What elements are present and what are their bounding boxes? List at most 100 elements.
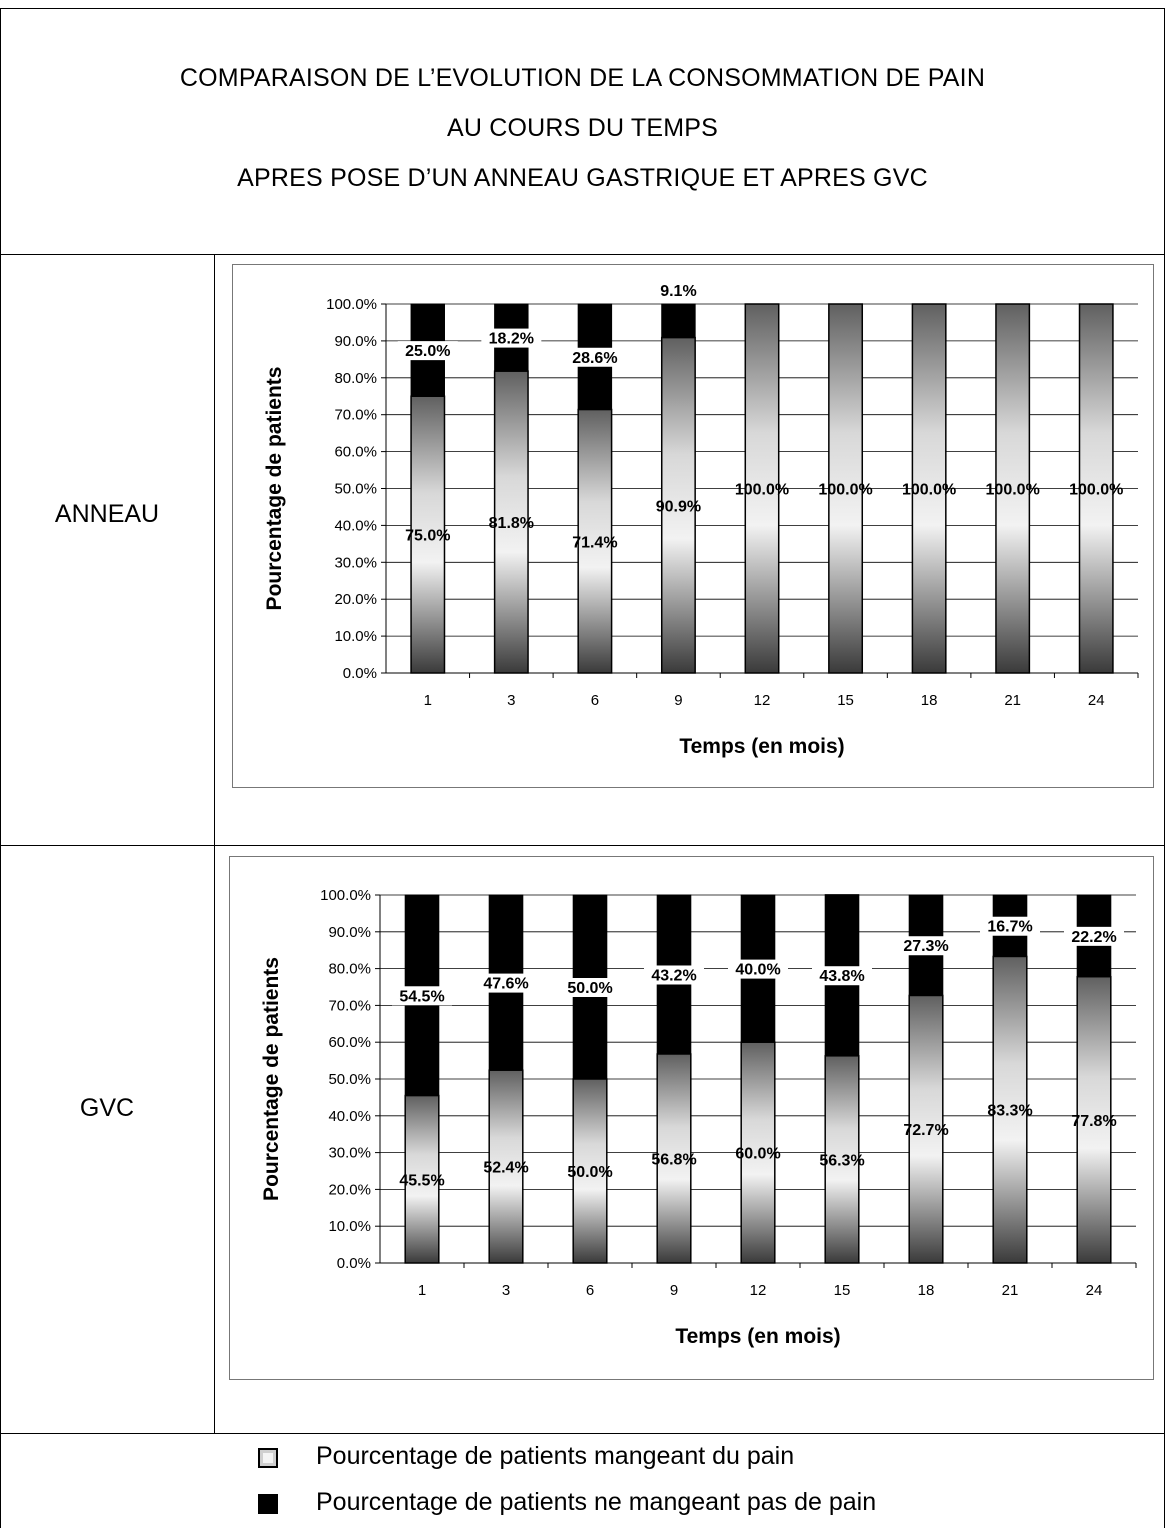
title-line-2: AU COURS DU TEMPS xyxy=(446,114,719,142)
data-label-not-eating: 22.2% xyxy=(1071,929,1116,946)
bar-eating xyxy=(824,1055,860,1264)
data-label-eating: 72.7% xyxy=(903,1122,948,1139)
data-label-eating: 75.0% xyxy=(405,528,450,545)
y-tick-label: 0.0% xyxy=(343,665,377,682)
chart-gvc-frame: 0.0% 10.0% 20.0% 30.0% 40.0% 50.0% 60.0% 70.0% 8… xyxy=(229,856,1154,1380)
data-label-not-eating: 9.1% xyxy=(660,283,696,300)
bar-eating xyxy=(404,1094,440,1264)
data-label-bg xyxy=(564,347,625,367)
data-label-eating: 100.0% xyxy=(1069,482,1123,499)
data-label-bg xyxy=(728,959,788,979)
x-tick-label: 15 xyxy=(837,692,854,709)
bar-eating xyxy=(493,370,529,674)
x-tick-label: 1 xyxy=(424,692,432,709)
data-label-eating: 81.8% xyxy=(489,515,534,532)
data-label-eating: 45.5% xyxy=(399,1172,444,1189)
y-tick-label: 10.0% xyxy=(328,1218,371,1235)
y-tick-label: 10.0% xyxy=(334,628,377,645)
x-tick-label: 18 xyxy=(918,1282,935,1299)
data-label-eating: 100.0% xyxy=(986,482,1040,499)
data-label-eating: 77.8% xyxy=(1071,1113,1116,1130)
y-tick-label: 40.0% xyxy=(328,1108,371,1125)
table-divider xyxy=(0,845,1165,846)
data-label-not-eating: 16.7% xyxy=(987,919,1032,936)
data-label-bg xyxy=(560,978,620,997)
y-tick-label: 30.0% xyxy=(334,554,377,571)
data-label-not-eating: 54.5% xyxy=(399,988,444,1005)
data-label-bg xyxy=(812,966,872,986)
data-label-bg xyxy=(397,341,458,361)
y-tick-label: 30.0% xyxy=(328,1145,371,1162)
x-tick-label: 1 xyxy=(418,1282,426,1299)
chart-gvc: 0.0% 10.0% 20.0% 30.0% 40.0% 50.0% 60.0% 70.0% 8… xyxy=(260,887,1137,1348)
x-tick-label: 24 xyxy=(1088,692,1105,709)
data-label-eating: 90.9% xyxy=(656,498,701,515)
bar-eating xyxy=(1076,975,1112,1264)
data-label-not-eating: 18.2% xyxy=(489,331,534,348)
y-tick-label: 0.0% xyxy=(337,1255,371,1272)
row-label-anneau: ANNEAU xyxy=(54,500,160,528)
table-divider xyxy=(0,254,1,1528)
x-tick-label: 9 xyxy=(674,692,682,709)
y-axis-label: Pourcentage de patients xyxy=(263,367,286,611)
x-tick-label: 21 xyxy=(1002,1282,1019,1299)
data-label-eating: 50.0% xyxy=(567,1164,612,1181)
title-line-3: APRES POSE D’UN ANNEAU GASTRIQUE ET APRE… xyxy=(237,164,928,192)
bar-eating xyxy=(744,303,780,674)
x-tick-label: 12 xyxy=(754,692,771,709)
y-tick-label: 50.0% xyxy=(328,1071,371,1088)
bar-eating xyxy=(660,336,696,674)
x-tick-label: 24 xyxy=(1086,1282,1103,1299)
legend-swatch-not-eating xyxy=(258,1494,278,1514)
data-label-bg xyxy=(476,973,536,993)
data-label-eating: 100.0% xyxy=(818,482,872,499)
table-divider xyxy=(0,1433,1165,1434)
x-tick-label: 18 xyxy=(921,692,938,709)
y-tick-label: 90.0% xyxy=(334,333,377,350)
data-label-eating: 60.0% xyxy=(735,1146,780,1163)
x-tick-label: 15 xyxy=(834,1282,851,1299)
data-label-eating: 71.4% xyxy=(572,534,617,551)
bar-not-eating xyxy=(661,303,696,339)
title-box: COMPARAISON DE L’EVOLUTION DE LA CONSOMM… xyxy=(0,8,1165,254)
bar-eating xyxy=(656,1053,692,1264)
x-tick-label: 6 xyxy=(591,692,599,709)
data-label-bg xyxy=(392,986,452,1006)
y-tick-label: 100.0% xyxy=(320,887,371,904)
chart-anneau-frame: 0.0% 10.0% 20.0% 30.0% 40.0% 50.0% 60.0% 70.0% 8… xyxy=(232,264,1154,788)
y-tick-label: 50.0% xyxy=(334,481,377,498)
x-axis-label: Temps (en mois) xyxy=(675,1325,840,1348)
x-axis-label: Temps (en mois) xyxy=(679,735,844,758)
data-label-not-eating: 43.8% xyxy=(819,968,864,985)
legend-swatch-eating xyxy=(258,1448,278,1468)
data-label-bg xyxy=(481,328,542,348)
bar-eating xyxy=(911,303,947,674)
data-label-not-eating: 40.0% xyxy=(735,962,780,979)
x-tick-label: 6 xyxy=(586,1282,594,1299)
data-label-not-eating: 25.0% xyxy=(405,343,450,360)
data-label-not-eating: 50.0% xyxy=(567,980,612,997)
table-divider xyxy=(0,254,1165,255)
data-label-not-eating: 27.3% xyxy=(903,938,948,955)
x-tick-label: 3 xyxy=(507,692,515,709)
y-tick-label: 60.0% xyxy=(334,444,377,461)
legend-label-not-eating: Pourcentage de patients ne mangeant pas … xyxy=(316,1488,877,1516)
data-label-eating: 100.0% xyxy=(902,482,956,499)
y-tick-label: 80.0% xyxy=(328,961,371,978)
data-label-bg xyxy=(980,916,1040,936)
data-label-eating: 52.4% xyxy=(483,1160,528,1177)
y-tick-label: 20.0% xyxy=(334,591,377,608)
data-label-eating: 56.8% xyxy=(651,1151,696,1168)
y-tick-label: 20.0% xyxy=(328,1181,371,1198)
table-divider xyxy=(214,254,215,1433)
data-label-eating: 100.0% xyxy=(735,482,789,499)
y-tick-label: 70.0% xyxy=(334,407,377,424)
x-tick-label: 3 xyxy=(502,1282,510,1299)
row-label-gvc: GVC xyxy=(79,1094,135,1122)
data-label-not-eating: 47.6% xyxy=(483,976,528,993)
data-label-not-eating: 43.2% xyxy=(651,967,696,984)
chart-anneau: 0.0% 10.0% 20.0% 30.0% 40.0% 50.0% 60.0% 70.0% 8… xyxy=(263,281,1139,758)
data-label-bg xyxy=(644,965,704,985)
data-label-bg xyxy=(1064,926,1124,946)
data-label-eating: 56.3% xyxy=(819,1152,864,1169)
